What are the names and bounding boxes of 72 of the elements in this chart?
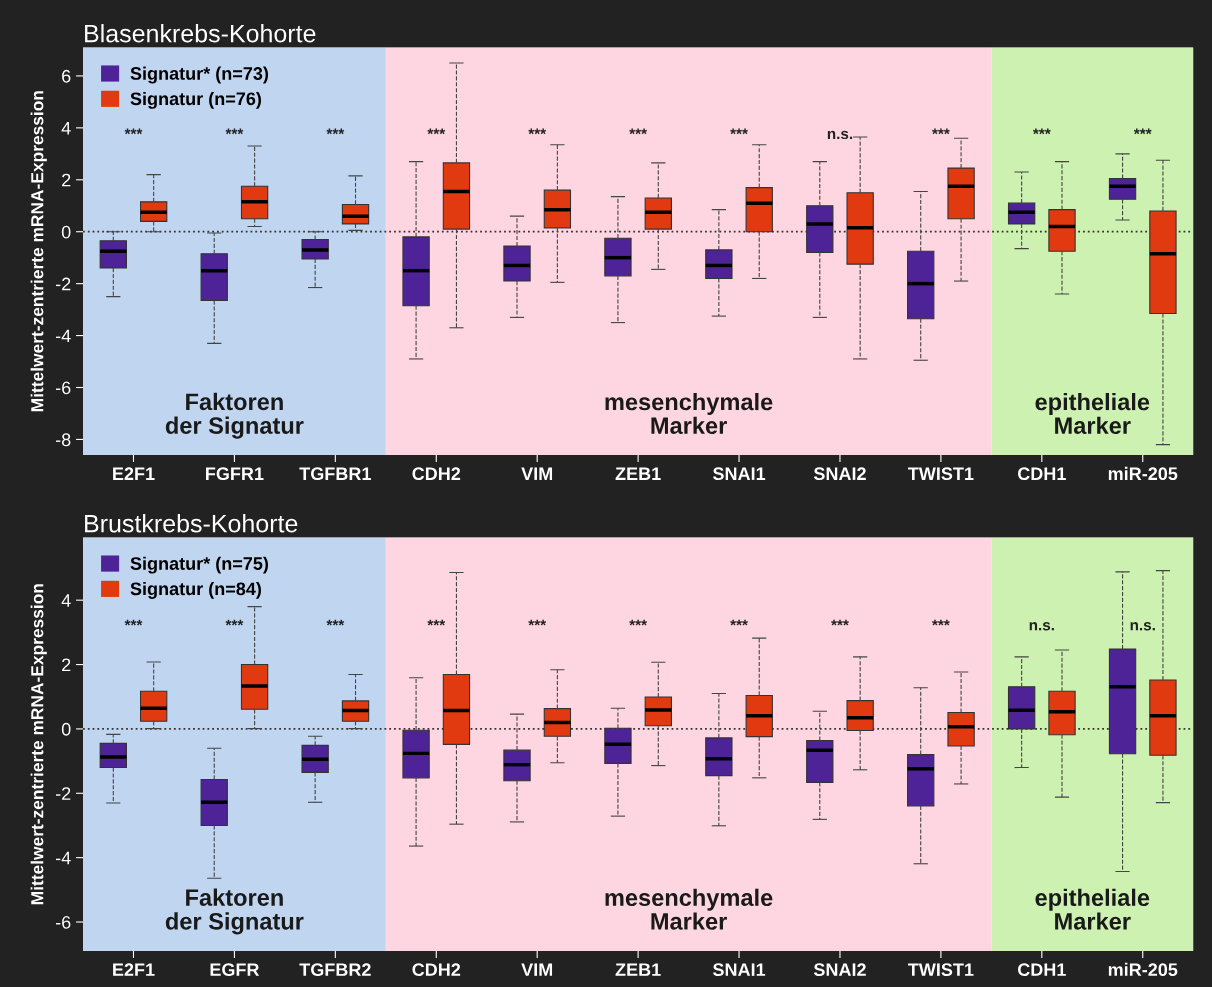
annotation: n.s. bbox=[1130, 622, 1155, 631]
y-axis-title: Mittelwert-zentrierte mRNA-Expression bbox=[30, 91, 47, 412]
x-tick-label: EGFR bbox=[210, 963, 260, 977]
y-tick-label: -6 bbox=[55, 381, 71, 395]
y-tick-label: -6 bbox=[55, 915, 71, 929]
annotation: n.s. bbox=[827, 130, 853, 140]
annotation: *** bbox=[326, 128, 345, 135]
x-tick-label: TGFBR2 bbox=[299, 963, 371, 977]
x-tick-label: SNAI1 bbox=[712, 963, 766, 977]
annotation: *** bbox=[124, 619, 143, 626]
band-label: Faktoren der Signatur bbox=[165, 888, 304, 935]
chart-title: Blasenkrebs-Kohorte bbox=[85, 24, 316, 43]
y-tick-label: -4 bbox=[55, 851, 71, 865]
x-tick-label: CDH2 bbox=[412, 467, 461, 481]
y-tick-label: 6 bbox=[62, 69, 71, 83]
x-tick-label: E2F1 bbox=[113, 963, 155, 976]
x-tick-label: SNAI2 bbox=[813, 467, 866, 481]
y-axis-title: Mittelwert-zentrierte mRNA-Expression bbox=[30, 584, 47, 905]
annotation: *** bbox=[932, 619, 950, 626]
annotation: *** bbox=[730, 619, 748, 626]
band-label: Faktoren der Signatur bbox=[165, 392, 304, 439]
x-tick-label: ZEB1 bbox=[615, 467, 661, 480]
annotation: *** bbox=[831, 619, 849, 626]
x-tick-label: CDH1 bbox=[1017, 963, 1066, 977]
y-tick-label: 2 bbox=[62, 173, 71, 187]
y-tick-label: 2 bbox=[62, 658, 71, 672]
annotation: *** bbox=[225, 128, 244, 135]
legend-label: Signatur (n=76) bbox=[130, 91, 261, 109]
y-tick-label: -2 bbox=[55, 787, 71, 800]
band-label: mesenchymale Marker bbox=[605, 392, 773, 435]
annotation: *** bbox=[528, 619, 547, 626]
x-tick-label: CDH2 bbox=[412, 963, 461, 977]
band-label: mesenchymale Marker bbox=[605, 888, 773, 930]
band-label: epitheliale Marker bbox=[1035, 392, 1150, 435]
legend-label: Signatur* (n=75) bbox=[130, 556, 269, 574]
x-tick-label: SNAI2 bbox=[813, 963, 866, 977]
x-tick-label: miR-205 bbox=[1108, 962, 1178, 977]
chart-title: Brustkrebs-Kohorte bbox=[85, 514, 298, 533]
x-tick-label: CDH1 bbox=[1017, 467, 1066, 481]
band-label: epitheliale Marker bbox=[1035, 888, 1150, 930]
x-tick-label: SNAI1 bbox=[712, 467, 766, 481]
annotation: *** bbox=[427, 619, 446, 626]
x-tick-label: VIM bbox=[521, 963, 553, 976]
y-tick-label: 0 bbox=[61, 225, 71, 239]
x-tick-label: TGFBR1 bbox=[299, 467, 371, 481]
annotation: *** bbox=[1032, 128, 1051, 135]
annotation: *** bbox=[427, 128, 446, 135]
x-tick-label: E2F1 bbox=[113, 467, 155, 480]
annotation: *** bbox=[629, 128, 648, 135]
annotation: *** bbox=[124, 128, 143, 135]
annotation: *** bbox=[528, 128, 547, 135]
y-tick-label: -4 bbox=[55, 329, 71, 343]
annotation: *** bbox=[326, 619, 345, 626]
x-tick-label: FGFR1 bbox=[206, 467, 264, 481]
x-tick-label: TWIST1 bbox=[908, 963, 974, 977]
annotation: *** bbox=[629, 619, 648, 626]
y-tick-label: 4 bbox=[61, 121, 71, 135]
y-tick-label: 4 bbox=[61, 594, 71, 607]
y-tick-label: -8 bbox=[55, 433, 71, 447]
annotation: *** bbox=[225, 619, 244, 626]
x-tick-label: TWIST1 bbox=[908, 467, 974, 481]
y-tick-label: -2 bbox=[55, 277, 71, 291]
annotation: *** bbox=[932, 128, 950, 135]
y-tick-label: 0 bbox=[61, 722, 71, 736]
legend-label: Signatur* (n=73) bbox=[130, 66, 269, 84]
legend-label: Signatur (n=84) bbox=[130, 581, 261, 599]
x-tick-label: VIM bbox=[521, 467, 553, 480]
annotation: n.s. bbox=[1029, 622, 1054, 631]
x-tick-label: miR-205 bbox=[1108, 466, 1178, 481]
annotation: *** bbox=[730, 128, 748, 135]
annotation: *** bbox=[1133, 128, 1152, 135]
x-tick-label: ZEB1 bbox=[615, 963, 661, 976]
